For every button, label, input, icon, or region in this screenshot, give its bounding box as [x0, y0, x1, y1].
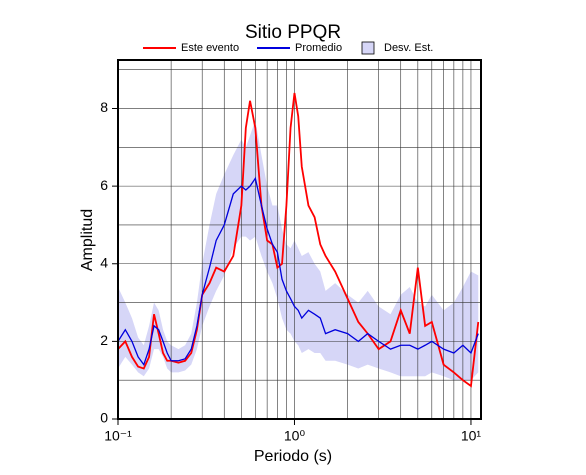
plot-frame — [117, 59, 482, 420]
x-tick-label: 10⁻¹ — [104, 428, 132, 444]
y-axis-label: Amplitud — [79, 209, 96, 271]
series-line — [117, 92, 480, 388]
legend-swatch — [361, 41, 375, 55]
y-tick-label: 8 — [100, 99, 108, 115]
x-tick-label: 10⁰ — [284, 428, 306, 444]
y-tick-label: 0 — [100, 410, 108, 426]
x-tick-label: 10¹ — [461, 428, 482, 444]
y-tick-label: 4 — [100, 254, 108, 270]
std-band — [118, 120, 479, 381]
y-tick-label: 2 — [100, 332, 108, 348]
chart-title: Sitio PPQR — [245, 22, 341, 43]
series-line — [117, 176, 479, 367]
legend-label: Este evento — [181, 42, 239, 54]
x-axis-label: Periodo (s) — [254, 448, 332, 465]
y-tick-label: 6 — [100, 177, 108, 193]
legend-label: Promedio — [295, 42, 342, 54]
legend-label: Desv. Est. — [384, 42, 433, 54]
